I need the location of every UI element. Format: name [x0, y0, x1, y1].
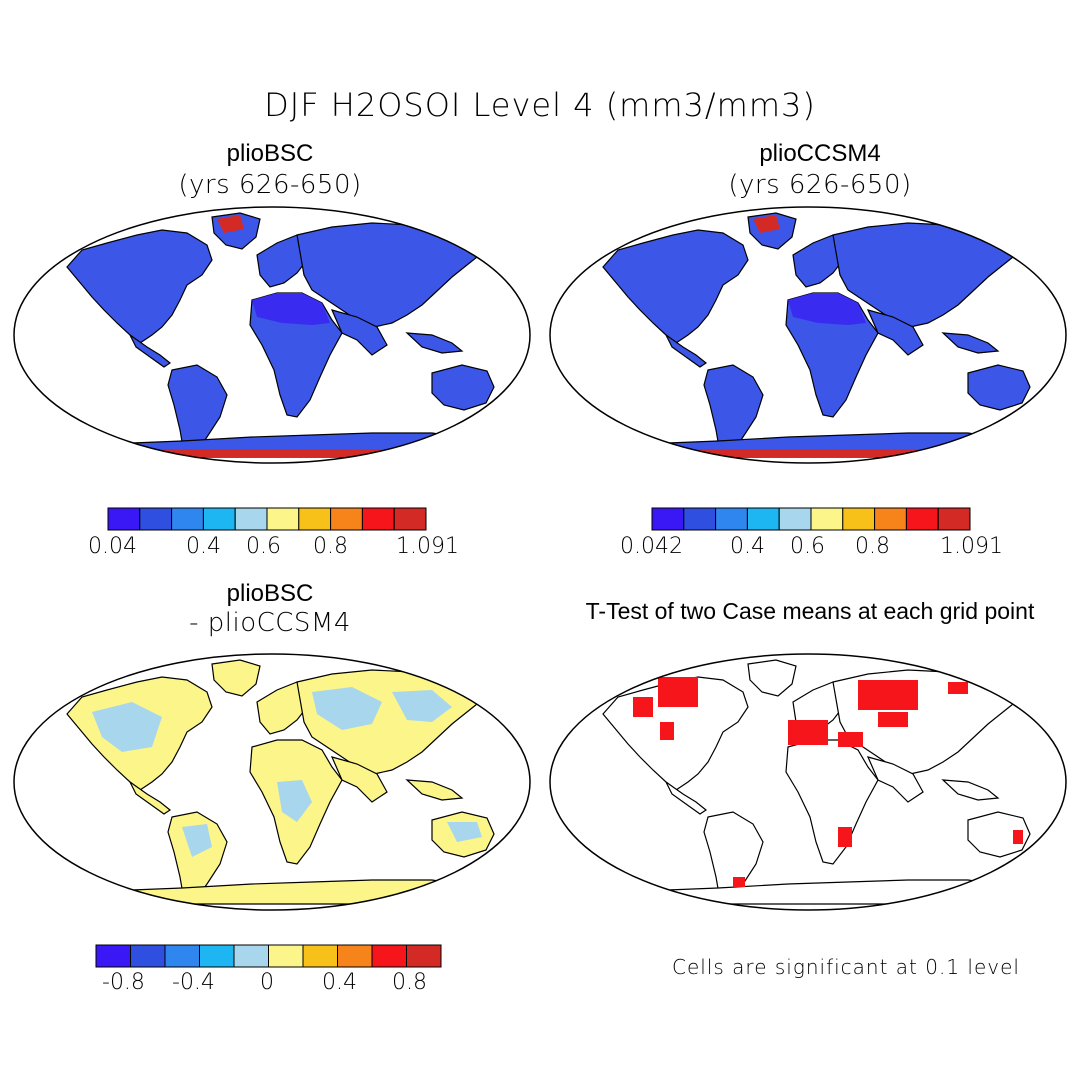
colorbar-segment [139, 507, 173, 531]
panel-1-title: plioBSC [226, 140, 314, 167]
colorbar-segment [95, 944, 131, 968]
cb1-tick: 0.8 [313, 534, 348, 559]
colorbar-segment [302, 944, 338, 968]
colorbar-segment [202, 507, 236, 531]
cb3-tick: 0 [260, 970, 274, 995]
cb3-tick: 0.8 [392, 970, 427, 995]
colorbar-segment [361, 507, 395, 531]
colorbar-segment [298, 507, 332, 531]
map-panel-2 [549, 206, 1067, 464]
panel-2-subtitle: (yrs 626-650) [728, 170, 912, 200]
figure-title: DJF H2OSOI Level 4 (mm3/mm3) [264, 86, 816, 124]
map-panel-3 [13, 653, 531, 911]
significance-note: Cells are significant at 0.1 level [672, 955, 1020, 979]
cb2-tick: 0.8 [855, 534, 890, 559]
panel-3-subtitle: - plioCCSM4 [189, 608, 351, 638]
panel-4-title: T-Test of two Case means at each grid po… [585, 598, 1035, 624]
cb1-tick: 0.04 [88, 534, 137, 559]
cb1-tick: 0.4 [186, 534, 221, 559]
cb2-tick: 0.6 [790, 534, 825, 559]
colorbar-segment [266, 507, 300, 531]
colorbar-segment [393, 507, 427, 531]
cb2-tick: 0.042 [620, 534, 683, 559]
cb3-tick: -0.4 [172, 970, 215, 995]
cb1-tick: 1.091 [396, 534, 459, 559]
colorbar-segment [842, 507, 876, 531]
colorbar-segment [778, 507, 812, 531]
colorbar-segment [107, 507, 141, 531]
colorbar-segment [164, 944, 200, 968]
colorbar-segment [683, 507, 717, 531]
colorbar-segment [715, 507, 748, 531]
colorbar-segment [199, 944, 235, 968]
cb3-tick: 0.4 [322, 970, 357, 995]
colorbar-1 [107, 507, 427, 531]
colorbar-segment [171, 507, 204, 531]
colorbar-segment [330, 507, 363, 531]
colorbar-segment [746, 507, 780, 531]
cb1-tick: 0.6 [246, 534, 281, 559]
cb2-tick: 0.4 [730, 534, 765, 559]
colorbar-segment [130, 944, 166, 968]
colorbar-3 [95, 944, 442, 968]
map-panel-4 [549, 653, 1067, 911]
panel-2-title: plioCCSM4 [759, 140, 881, 167]
colorbar-segment [406, 944, 442, 968]
cb3-tick: -0.8 [102, 970, 145, 995]
colorbar-2 [651, 507, 971, 531]
cb2-tick: 1.091 [940, 534, 1003, 559]
colorbar-segment [905, 507, 939, 531]
colorbar-segment [874, 507, 907, 531]
colorbar-segment [810, 507, 844, 531]
colorbar-segment [371, 944, 407, 968]
colorbar-segment [337, 944, 373, 968]
colorbar-segment [233, 944, 269, 968]
colorbar-segment [268, 944, 304, 968]
colorbar-segment [234, 507, 268, 531]
colorbar-segment [937, 507, 971, 531]
panel-1-subtitle: (yrs 626-650) [178, 170, 362, 200]
colorbar-segment [651, 507, 685, 531]
map-panel-1 [13, 206, 531, 464]
panel-3-title: plioBSC [226, 580, 314, 607]
